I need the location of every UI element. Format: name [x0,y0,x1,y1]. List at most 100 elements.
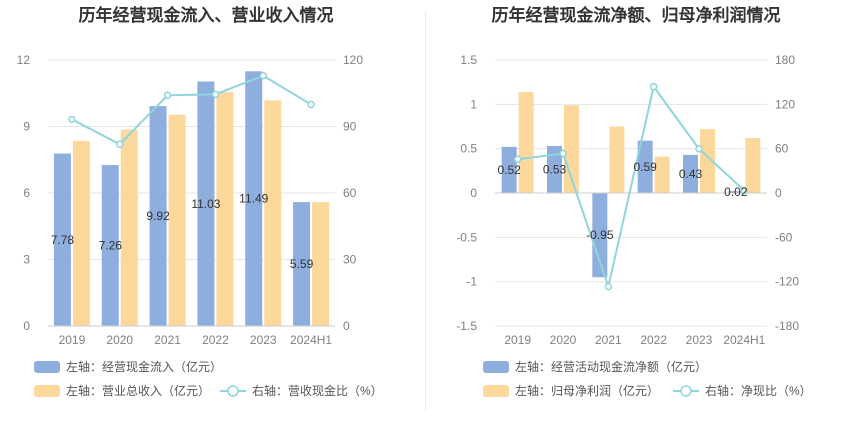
legend-swatch-series1 [483,361,509,373]
bar-series1 [547,146,562,193]
bar-value-label: 11.49 [239,192,268,206]
legend-label: 左轴：营业总收入（亿元） [66,383,210,398]
bar-value-label: 7.26 [99,239,123,253]
right-axis-tick: 30 [343,253,357,267]
ratio-point [559,149,567,158]
legend-label: 右轴：营收现金比（%） [252,383,383,398]
ratio-point [695,145,703,153]
legend-swatch-series1 [34,361,60,373]
bar-value-label: 0.53 [543,163,567,177]
bar-series1 [245,71,263,327]
left-axis-tick: 3 [23,253,30,267]
bar-value-label: 9.92 [146,209,170,223]
left-axis-tick: 6 [23,186,30,200]
bar-series1 [197,81,215,326]
bar-series2 [518,91,534,193]
category-label: 2021 [595,333,622,347]
ratio-point [211,90,220,99]
category-label: 2022 [202,333,229,347]
ratio-point [259,71,267,80]
ratio-line [71,74,312,146]
bar-series1 [637,140,653,193]
chart-panel-right: 历年经营现金流净额、归母净利润情况 -1.5 -1 -0.5 0 0.5 1 1.5 -180 -… [425,0,850,437]
legend-label: 左轴：经营现金流入（亿元） [66,359,222,374]
panel-divider [425,10,426,410]
bar-series1 [293,202,311,326]
category-label: 2023 [250,333,277,347]
bar-series2 [564,105,579,193]
ratio-point [513,155,522,164]
right-axis-tick: -120 [775,275,799,289]
left-axis-tick: 0.5 [460,142,477,156]
bar-series2 [654,156,670,193]
bar-series1 [592,193,608,278]
left-axis-tick: 0 [470,186,477,200]
bar-series1 [683,154,698,193]
bar-series1 [728,191,744,193]
ratio-point [307,100,315,109]
ratio-point [116,140,124,148]
category-label: 2024H1 [723,333,765,347]
legend-swatch-series2 [483,385,509,397]
category-label: 2023 [686,333,713,347]
legend-swatch-point [680,385,692,397]
bar-value-label: 7.78 [51,233,75,247]
ratio-line [517,84,746,291]
legend-label: 左轴：经营活动现金流净额（亿元） [515,359,707,374]
left-axis-tick: 1.5 [460,53,477,67]
bar-value-label: 0.02 [724,185,748,199]
chart-title: 历年经营现金流入、营业收入情况 [79,5,334,25]
right-axis-tick: 0 [343,319,350,333]
category-label: 2021 [154,333,181,347]
left-axis-tick: 9 [23,120,30,134]
legend-label: 左轴：归母净利润（亿元） [515,383,659,398]
bar-series1 [101,165,119,326]
right-axis-tick: 60 [775,142,789,156]
right-axis-tick: 90 [343,120,357,134]
category-label: 2019 [504,333,531,347]
bar-series1 [149,106,167,327]
category-label: 2020 [550,333,577,347]
right-axis-tick: 180 [775,53,795,67]
right-axis-tick: 120 [775,97,795,111]
category-label: 2020 [106,333,133,347]
left-axis-tick: -1 [466,275,477,289]
right-axis-tick: -60 [775,230,793,244]
chart-panel-left: 历年经营现金流入、营业收入情况 0 3 6 9 12 0 30 60 90 120 2019 2020 2… [17,5,383,398]
bar-series2 [312,202,330,326]
bar-series2 [745,138,761,193]
legend-swatch-point [227,385,239,397]
left-axis-tick: 0 [23,319,30,333]
ratio-point [649,82,658,91]
right-axis-tick: 120 [343,53,363,67]
bar-value-label: -0.95 [586,228,614,242]
ratio-point [68,115,76,124]
left-axis-tick: -1.5 [456,319,477,333]
legend-label: 右轴：净现比（%） [705,383,812,398]
bar-value-label: 0.52 [497,163,521,177]
legend-swatch-series2 [34,385,60,397]
bar-series2 [216,92,234,327]
bar-series1 [53,153,71,326]
chart-title: 历年经营现金流净额、归母净利润情况 [492,5,781,25]
ratio-point [604,282,613,291]
bar-series2 [72,140,90,326]
category-label: 2019 [59,333,86,347]
right-axis-tick: 0 [775,186,782,200]
right-axis-tick: 60 [343,186,357,200]
category-label: 2022 [640,333,667,347]
left-axis-tick: 1 [470,97,477,111]
right-axis-tick: -180 [775,319,799,333]
bar-value-label: 5.59 [290,257,314,271]
bar-series2 [168,114,186,326]
bar-value-label: 0.59 [633,160,657,174]
ratio-point [163,91,172,99]
bar-value-label: 0.43 [679,167,703,181]
ratio-point [740,186,749,195]
bar-series2 [264,100,282,327]
left-axis-tick: 12 [17,53,31,67]
net-cashflow-profit-chart: 历年经营现金流净额、归母净利润情况 -1.5 -1 -0.5 0 0.5 1 1.5 -180 -… [456,5,812,398]
bar-value-label: 11.03 [191,197,220,211]
bar-series1 [501,146,517,193]
